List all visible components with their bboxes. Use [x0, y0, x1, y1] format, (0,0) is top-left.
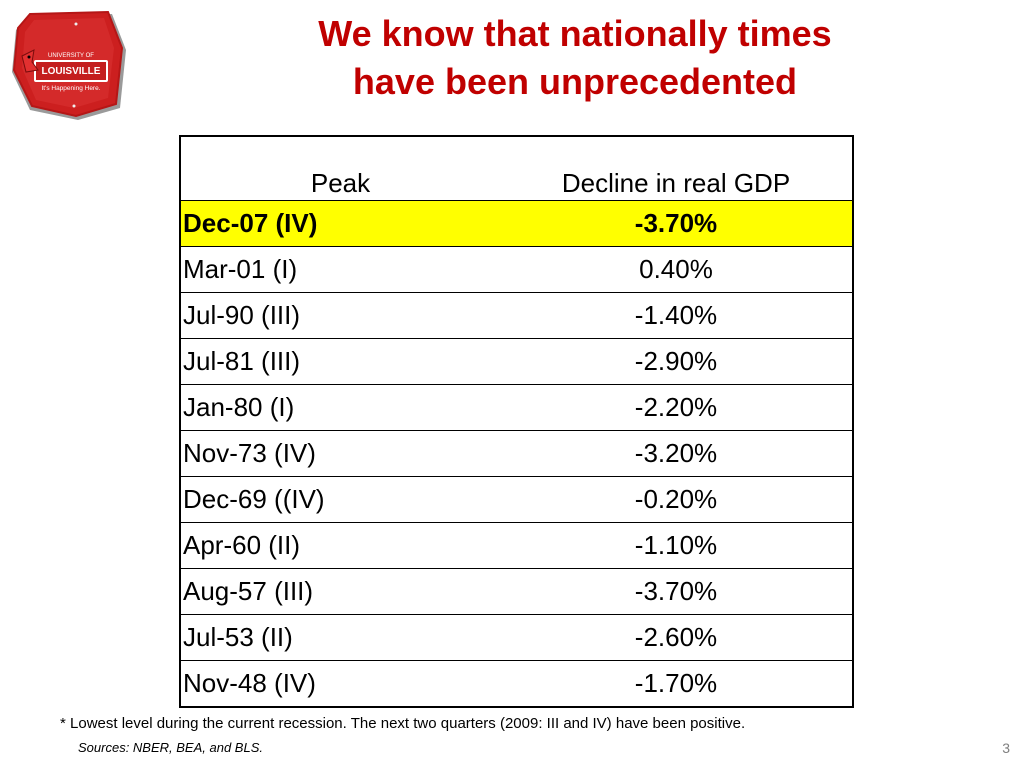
- decline-cell: -1.10%: [500, 522, 854, 569]
- table-row: Jan-80 (I) -2.20%: [179, 384, 854, 431]
- header-decline: Decline in real GDP: [500, 136, 853, 201]
- peak-cell: Mar-01 (I): [179, 246, 500, 293]
- decline-cell: -2.90%: [500, 338, 854, 385]
- title-line-1: We know that nationally times: [318, 13, 832, 54]
- decline-cell: -3.70%: [500, 200, 854, 247]
- decline-cell: -0.20%: [500, 476, 854, 523]
- page-number: 3: [1002, 740, 1010, 756]
- table-row: Mar-01 (I) 0.40%: [179, 246, 854, 293]
- decline-cell: -3.70%: [500, 568, 854, 615]
- peak-cell: Jul-90 (III): [179, 292, 500, 339]
- header-peak: Peak: [180, 136, 500, 201]
- peak-cell: Jan-80 (I): [179, 384, 500, 431]
- title-line-2: have been unprecedented: [352, 61, 798, 102]
- table-body: Dec-07 (IV) -3.70% Mar-01 (I) 0.40% Jul-…: [179, 200, 854, 708]
- decline-cell: -2.20%: [500, 384, 854, 431]
- university-logo: UNIVERSITY OF LOUISVILLE It's Happening …: [12, 10, 126, 120]
- slide-title: We know that nationally times have been …: [170, 10, 980, 106]
- table-row: Nov-73 (IV) -3.20%: [179, 430, 854, 477]
- peak-cell: Nov-48 (IV): [179, 660, 500, 708]
- table-row: Jul-90 (III) -1.40%: [179, 292, 854, 339]
- table-row: Dec-07 (IV) -3.70%: [179, 200, 854, 247]
- table-row: Apr-60 (II) -1.10%: [179, 522, 854, 569]
- peak-cell: Apr-60 (II): [179, 522, 500, 569]
- peak-cell: Jul-81 (III): [179, 338, 500, 385]
- logo-line1: UNIVERSITY OF: [48, 53, 94, 59]
- peak-cell: Nov-73 (IV): [179, 430, 500, 477]
- table-row: Dec-69 ((IV) -0.20%: [179, 476, 854, 523]
- decline-cell: 0.40%: [500, 246, 854, 293]
- table-header-row: Peak Decline in real GDP: [180, 136, 853, 201]
- gdp-decline-table: Peak Decline in real GDP Dec-07 (IV) -3.…: [179, 135, 854, 708]
- table-row: Nov-48 (IV) -1.70%: [179, 660, 854, 708]
- logo-line3: It's Happening Here.: [41, 85, 100, 92]
- decline-cell: -1.40%: [500, 292, 854, 339]
- peak-cell: Dec-07 (IV): [179, 200, 500, 247]
- table-row: Jul-53 (II) -2.60%: [179, 614, 854, 661]
- decline-cell: -2.60%: [500, 614, 854, 661]
- logo-line2: LOUISVILLE: [42, 66, 101, 77]
- table-row: Aug-57 (III) -3.70%: [179, 568, 854, 615]
- decline-cell: -3.20%: [500, 430, 854, 477]
- footnote: * Lowest level during the current recess…: [60, 715, 746, 732]
- table-row: Jul-81 (III) -2.90%: [179, 338, 854, 385]
- peak-cell: Jul-53 (II): [179, 614, 500, 661]
- peak-cell: Dec-69 ((IV): [179, 476, 500, 523]
- peak-cell: Aug-57 (III): [179, 568, 500, 615]
- sources-note: Sources: NBER, BEA, and BLS.: [78, 740, 263, 755]
- decline-cell: -1.70%: [500, 660, 854, 708]
